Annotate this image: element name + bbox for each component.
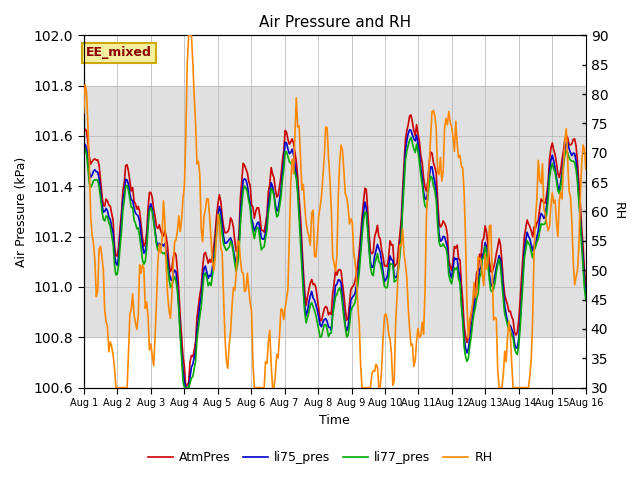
RH — [302, 220, 310, 226]
RH — [249, 361, 257, 367]
AtmPres — [248, 202, 255, 207]
Y-axis label: RH: RH — [612, 203, 625, 220]
li77_pres — [582, 298, 589, 304]
li75_pres — [248, 216, 255, 221]
li77_pres — [557, 184, 564, 190]
AtmPres — [407, 112, 415, 118]
Line: AtmPres: AtmPres — [84, 115, 586, 388]
Legend: AtmPres, li75_pres, li77_pres, RH: AtmPres, li75_pres, li77_pres, RH — [143, 446, 497, 469]
Line: li77_pres: li77_pres — [84, 137, 586, 388]
li75_pres — [301, 302, 308, 308]
RH — [80, 110, 88, 116]
Text: EE_mixed: EE_mixed — [86, 47, 152, 60]
li77_pres — [141, 258, 149, 264]
li77_pres — [248, 221, 255, 227]
li75_pres — [406, 127, 413, 132]
RH — [143, 299, 150, 305]
AtmPres — [582, 283, 589, 288]
li75_pres — [231, 254, 239, 260]
Line: li75_pres: li75_pres — [84, 130, 586, 388]
RH — [257, 385, 265, 391]
li77_pres — [180, 385, 188, 391]
li77_pres — [301, 310, 308, 315]
Title: Air Pressure and RH: Air Pressure and RH — [259, 15, 411, 30]
li77_pres — [80, 150, 88, 156]
RH — [557, 189, 564, 195]
RH — [232, 272, 240, 277]
li75_pres — [80, 143, 88, 148]
li75_pres — [141, 248, 149, 254]
li75_pres — [182, 385, 189, 391]
AtmPres — [231, 238, 239, 244]
li75_pres — [256, 226, 264, 232]
AtmPres — [256, 214, 264, 220]
AtmPres — [301, 289, 308, 295]
AtmPres — [80, 128, 88, 134]
X-axis label: Time: Time — [319, 414, 350, 427]
AtmPres — [141, 240, 149, 246]
AtmPres — [557, 168, 564, 173]
Bar — [84, 85, 586, 337]
li77_pres — [256, 237, 264, 242]
li77_pres — [407, 134, 415, 140]
RH — [185, 33, 193, 38]
li75_pres — [582, 291, 589, 297]
li77_pres — [231, 261, 239, 266]
RH — [582, 166, 589, 172]
li75_pres — [557, 180, 564, 185]
AtmPres — [182, 385, 189, 391]
Line: RH: RH — [84, 36, 586, 388]
RH — [112, 385, 120, 391]
Y-axis label: Air Pressure (kPa): Air Pressure (kPa) — [15, 156, 28, 266]
